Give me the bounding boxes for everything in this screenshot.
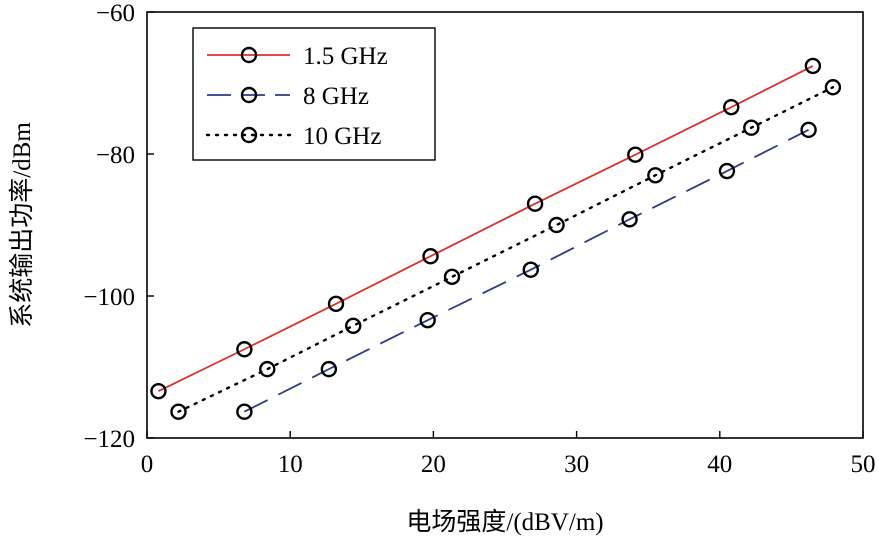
legend-label: 10 GHz [303,123,381,150]
data-point [522,261,539,278]
data-point [718,162,736,180]
x-tick-label: 40 [707,451,732,478]
series-line [243,129,809,413]
x-tick-label: 0 [141,451,154,478]
series-layer [150,57,842,420]
legend-marker [240,126,258,144]
legend-label: 1.5 GHz [303,43,388,70]
data-point [647,167,664,184]
data-point [621,211,638,228]
data-point [419,311,436,329]
series-8-GHz [236,121,817,420]
axis-ticks: 0 10 20 30 40 50 −120 −100 −80 −60 [83,0,875,478]
y-tick-label: −80 [96,142,135,169]
legend-marker [240,46,258,64]
data-point [723,98,740,116]
data-point [422,248,439,265]
data-point [327,295,345,313]
data-point [526,195,544,212]
data-point [548,216,565,234]
plot-frame [146,11,864,439]
x-tick-label: 30 [564,451,589,478]
x-tick-label: 10 [278,451,303,478]
legend-label: 8 GHz [303,83,369,110]
series-1-5-GHz [150,57,822,400]
x-tick-label: 50 [851,451,876,478]
data-point [320,360,338,378]
y-tick-label: −100 [83,284,135,311]
data-point [150,382,167,400]
x-axis-label: 电场强度/(dBV/m) [406,508,603,536]
legend: 1.5 GHz 8 GHz 10 GHz [192,27,436,161]
data-point [259,360,276,378]
legend-box [192,27,436,161]
data-point [443,268,461,286]
data-point [236,403,253,420]
data-point [804,57,822,75]
legend-marker [240,86,258,104]
data-point [170,403,187,420]
data-point [743,119,760,136]
data-point [800,121,817,139]
series-line [158,65,814,392]
data-point [627,146,644,163]
data-point [236,341,253,358]
data-point [824,79,842,96]
y-tick-label: −120 [83,426,135,453]
series-line [177,86,835,413]
data-point [345,317,362,335]
y-axis-label: 系统输出功率/dBm [8,122,36,328]
y-tick-label: −60 [96,0,135,27]
x-tick-label: 20 [421,451,446,478]
series-10-GHz [170,79,842,420]
